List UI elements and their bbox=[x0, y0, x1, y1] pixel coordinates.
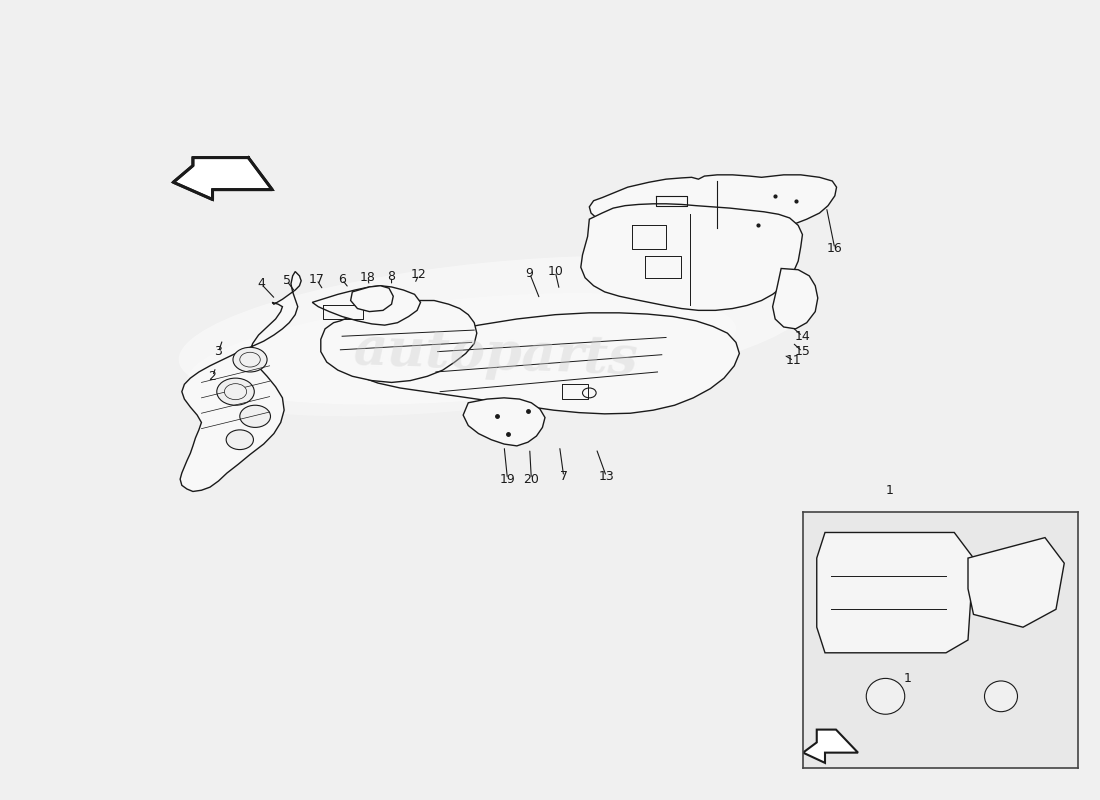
Text: 5: 5 bbox=[283, 274, 290, 287]
Polygon shape bbox=[581, 204, 803, 310]
Ellipse shape bbox=[187, 293, 736, 416]
Text: 18: 18 bbox=[360, 271, 375, 284]
Text: 12: 12 bbox=[411, 268, 427, 281]
Text: 1: 1 bbox=[903, 672, 912, 685]
Polygon shape bbox=[180, 271, 301, 491]
Circle shape bbox=[240, 406, 271, 427]
Polygon shape bbox=[342, 313, 739, 414]
Polygon shape bbox=[803, 730, 858, 763]
Text: 8: 8 bbox=[387, 270, 396, 283]
Circle shape bbox=[984, 681, 1018, 712]
Text: 17: 17 bbox=[309, 273, 324, 286]
Polygon shape bbox=[174, 158, 272, 199]
Text: 4: 4 bbox=[257, 278, 265, 290]
Text: 15: 15 bbox=[794, 345, 811, 358]
Polygon shape bbox=[463, 398, 544, 446]
Text: 11: 11 bbox=[786, 354, 802, 367]
Text: 20: 20 bbox=[524, 473, 539, 486]
Circle shape bbox=[233, 347, 267, 372]
Circle shape bbox=[583, 388, 596, 398]
Circle shape bbox=[867, 678, 904, 714]
Circle shape bbox=[217, 378, 254, 406]
Circle shape bbox=[240, 352, 261, 367]
Text: 10: 10 bbox=[548, 265, 563, 278]
Polygon shape bbox=[590, 175, 836, 233]
Text: 14: 14 bbox=[794, 330, 811, 342]
Polygon shape bbox=[816, 533, 974, 653]
Polygon shape bbox=[321, 301, 476, 382]
Polygon shape bbox=[968, 538, 1065, 627]
Text: 13: 13 bbox=[598, 470, 614, 483]
Text: 6: 6 bbox=[338, 273, 346, 286]
Text: 9: 9 bbox=[526, 267, 534, 280]
Circle shape bbox=[224, 384, 246, 400]
Polygon shape bbox=[312, 286, 420, 325]
Polygon shape bbox=[351, 286, 394, 312]
Text: 19: 19 bbox=[499, 473, 516, 486]
Text: 2: 2 bbox=[209, 370, 217, 382]
Circle shape bbox=[227, 430, 253, 450]
Polygon shape bbox=[772, 269, 817, 329]
Ellipse shape bbox=[178, 256, 813, 405]
Text: 7: 7 bbox=[560, 470, 568, 483]
Text: 16: 16 bbox=[827, 242, 843, 255]
Text: autoparts: autoparts bbox=[352, 324, 639, 385]
Text: 3: 3 bbox=[214, 345, 222, 358]
Text: 1: 1 bbox=[886, 484, 893, 497]
